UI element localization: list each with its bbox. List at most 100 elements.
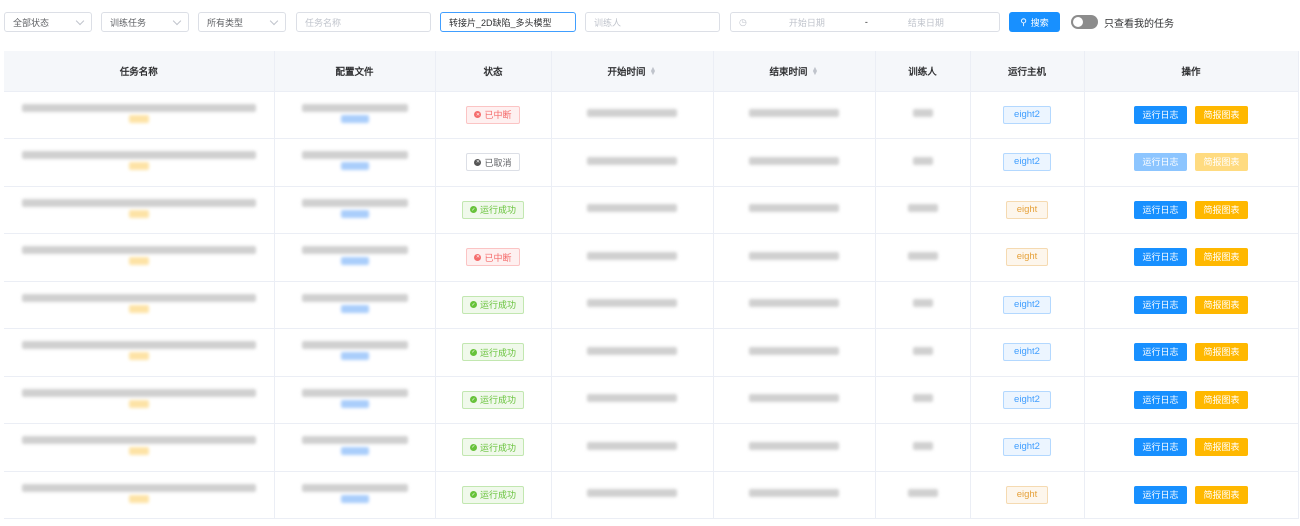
host-tag: eight2	[1003, 390, 1051, 409]
report-chart-button[interactable]: 简报图表	[1195, 485, 1248, 504]
start-time-cell	[551, 376, 714, 424]
status-label: 运行成功	[479, 442, 516, 453]
status-badge: ✓ 运行成功	[461, 343, 524, 362]
table-row: ✕ 已取消 eight2 运行日志 简报图表	[4, 138, 1299, 187]
start-time-cell	[551, 233, 714, 282]
actions-cell: 运行日志 简报图表	[1084, 423, 1299, 472]
host-cell: eight2	[970, 328, 1085, 377]
report-chart-button[interactable]: 简报图表	[1195, 438, 1248, 457]
actions-cell: 运行日志 简报图表	[1084, 233, 1299, 282]
end-time-cell	[713, 186, 876, 234]
task-name-cell	[4, 91, 275, 139]
model-value: 转接片_2D缺陷_多头模型	[449, 17, 552, 28]
start-date-input[interactable]: 开始日期	[788, 17, 825, 28]
only-mine-toggle[interactable]	[1071, 15, 1098, 29]
run-log-button[interactable]: 运行日志	[1134, 200, 1187, 219]
status-cell: ✕ 已取消	[435, 138, 552, 187]
host-cell: eight2	[970, 91, 1085, 139]
column-header: 运行主机	[970, 51, 1085, 92]
end-time-cell	[713, 91, 876, 139]
status-badge: ✓ 运行成功	[461, 295, 524, 314]
column-header: 任务名称	[4, 51, 275, 92]
run-log-button[interactable]: 运行日志	[1134, 248, 1187, 267]
model-input[interactable]: 转接片_2D缺陷_多头模型	[440, 12, 576, 32]
column-header: 配置文件	[274, 51, 436, 92]
host-tag: eight2	[1003, 295, 1051, 314]
start-time-cell	[551, 471, 714, 519]
status-value: 全部状态	[13, 17, 50, 28]
report-chart-button[interactable]: 简报图表	[1195, 390, 1248, 409]
run-log-button[interactable]: 运行日志	[1134, 343, 1187, 362]
date-range-picker[interactable]: ◷ 开始日期 - 结束日期	[730, 12, 1000, 32]
status-cell: ✓ 运行成功	[435, 423, 552, 472]
start-time-cell	[551, 281, 714, 329]
column-header[interactable]: 结束时间 ▲ ▼	[713, 51, 876, 92]
report-chart-button[interactable]: 简报图表	[1195, 248, 1248, 267]
config-cell	[274, 281, 436, 329]
column-header: 操作	[1084, 51, 1299, 92]
report-chart-button[interactable]: 简报图表	[1195, 295, 1248, 314]
status-icon: ✕	[474, 253, 482, 261]
table-row: ✓ 运行成功 eight2 运行日志 简报图表	[4, 423, 1299, 472]
run-log-button[interactable]: 运行日志	[1134, 105, 1187, 124]
status-icon: ✓	[469, 348, 477, 356]
status-select[interactable]: 全部状态	[4, 12, 92, 32]
run-log-button[interactable]: 运行日志	[1134, 390, 1187, 409]
report-chart-button[interactable]: 简报图表	[1195, 153, 1248, 172]
run-log-button[interactable]: 运行日志	[1134, 485, 1187, 504]
end-time-cell	[713, 376, 876, 424]
actions-cell: 运行日志 简报图表	[1084, 328, 1299, 377]
task-name-input[interactable]: 任务名称	[296, 12, 431, 32]
sort-icon[interactable]: ▲ ▼	[811, 66, 819, 78]
config-cell	[274, 91, 436, 139]
clock-icon: ◷	[739, 16, 747, 27]
sort-icon[interactable]: ▲ ▼	[649, 66, 657, 78]
actions-cell: 运行日志 简报图表	[1084, 376, 1299, 424]
config-cell	[274, 233, 436, 282]
table-row: ✓ 运行成功 eight2 运行日志 简报图表	[4, 376, 1299, 424]
status-cell: ✓ 运行成功	[435, 471, 552, 519]
column-label: 状态	[483, 66, 503, 78]
status-label: 已中断	[484, 110, 512, 121]
report-chart-button[interactable]: 简报图表	[1195, 200, 1248, 219]
report-chart-button[interactable]: 简报图表	[1195, 105, 1248, 124]
report-chart-button[interactable]: 简报图表	[1195, 343, 1248, 362]
chevron-down-icon	[75, 16, 85, 25]
actions-cell: 运行日志 简报图表	[1084, 471, 1299, 519]
task-name-cell	[4, 138, 275, 187]
host-cell: eight	[970, 233, 1085, 282]
type-select[interactable]: 所有类型	[198, 12, 286, 32]
status-label: 已中断	[484, 252, 512, 263]
column-label: 运行主机	[1007, 66, 1046, 78]
search-button[interactable]: ⚲ 搜索	[1009, 12, 1060, 32]
chevron-down-icon	[172, 16, 182, 25]
column-header[interactable]: 开始时间 ▲ ▼	[551, 51, 714, 92]
status-badge: ✕ 已取消	[466, 153, 520, 172]
trainer-cell	[875, 328, 971, 377]
task-kind-select[interactable]: 训练任务	[101, 12, 189, 32]
host-cell: eight2	[970, 423, 1085, 472]
search-icon: ⚲	[1020, 16, 1027, 27]
status-label: 运行成功	[479, 205, 516, 216]
table-row: ✓ 运行成功 eight 运行日志 简报图表	[4, 471, 1299, 519]
end-time-cell	[713, 328, 876, 377]
task-name-cell	[4, 471, 275, 519]
column-label: 配置文件	[335, 66, 374, 78]
start-time-cell	[551, 328, 714, 377]
trainer-input[interactable]: 训练人	[585, 12, 720, 32]
status-icon: ✓	[469, 396, 477, 404]
run-log-button[interactable]: 运行日志	[1134, 438, 1187, 457]
run-log-button[interactable]: 运行日志	[1134, 295, 1187, 314]
status-label: 运行成功	[479, 347, 516, 358]
run-log-button[interactable]: 运行日志	[1134, 153, 1187, 172]
status-cell: ✕ 已中断	[435, 91, 552, 139]
config-cell	[274, 138, 436, 187]
status-icon: ✓	[469, 301, 477, 309]
end-date-input[interactable]: 结束日期	[907, 17, 944, 28]
status-icon: ✓	[469, 491, 477, 499]
start-time-cell	[551, 423, 714, 472]
end-time-cell	[713, 471, 876, 519]
chevron-down-icon	[269, 16, 279, 25]
trainer-cell	[875, 138, 971, 187]
only-mine-label: 只查看我的任务	[1104, 19, 1174, 30]
